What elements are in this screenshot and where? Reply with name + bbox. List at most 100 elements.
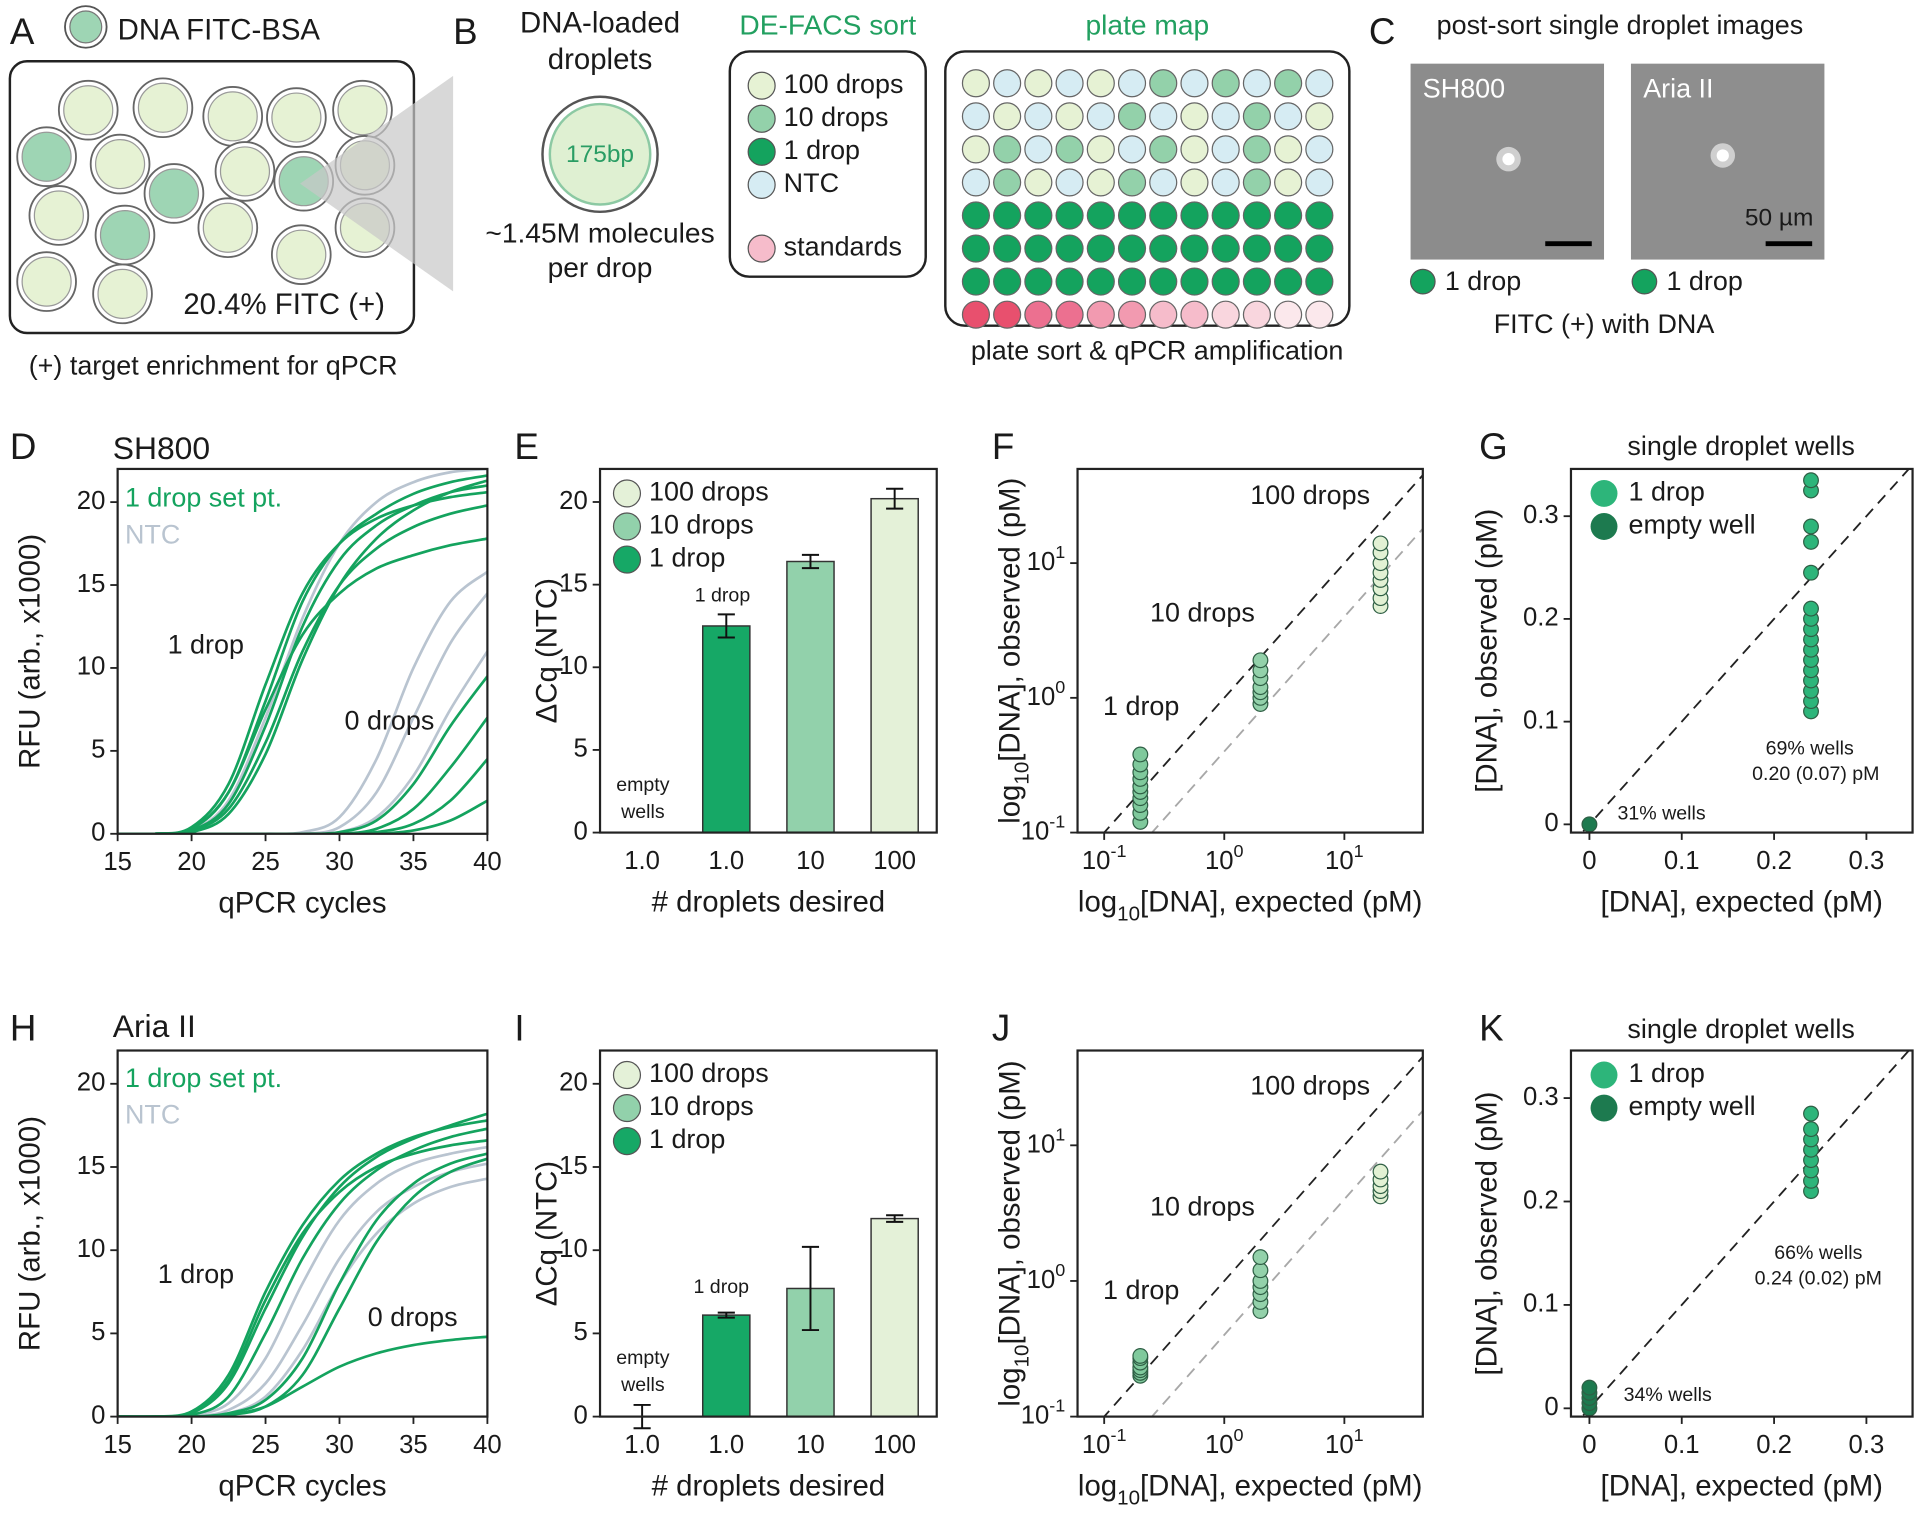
y-axis-label-part: log [993, 785, 1026, 824]
well [1242, 267, 1271, 296]
data-point [1803, 564, 1819, 581]
y-tick-label: 10-1 [1021, 1395, 1066, 1429]
x-axis-label: qPCR cycles [218, 887, 386, 920]
well [961, 234, 990, 263]
x-axis-label: [DNA], expected (pM) [1601, 1469, 1883, 1502]
plot-frame [1076, 1049, 1424, 1418]
legend-label: 10 drops [784, 102, 889, 132]
x-tick-label: 0.3 [1849, 847, 1885, 875]
y-tick-label: 0.3 [1523, 1083, 1559, 1111]
well [1149, 201, 1178, 230]
well [1024, 300, 1053, 329]
legend-marker [612, 512, 642, 541]
insert-label: 175bp [566, 141, 634, 168]
well [1055, 102, 1084, 131]
legend-marker [1590, 1061, 1618, 1089]
well [993, 135, 1022, 164]
y-axis-label-part: 10 [1010, 762, 1033, 785]
legend-marker [1409, 268, 1436, 295]
y-axis-label: RFU (arb., x1000) [14, 1116, 47, 1351]
bar [870, 1217, 919, 1417]
y-tick-label-exponent: -1 [1049, 1395, 1065, 1415]
x-tick-label-base: 10 [1205, 847, 1234, 875]
error-bar [801, 553, 820, 570]
legend-label: 1 drop [1445, 266, 1521, 296]
legend-label: 100 drops [649, 1058, 769, 1088]
qpcr-curve [117, 537, 488, 834]
well [1024, 135, 1053, 164]
x-axis-label: qPCR cycles [218, 1469, 386, 1502]
y-axis-label: log10[DNA], observed (pM) [993, 478, 1033, 824]
well [1211, 168, 1240, 197]
well [1117, 234, 1147, 263]
y-axis-label: ΔCq (NTC) [530, 578, 563, 723]
plate-map [961, 69, 1334, 329]
legend-label: 1 drop [1666, 266, 1742, 296]
y-tick-label: 0.3 [1523, 501, 1559, 529]
legend-label: 1 drop [784, 135, 860, 165]
x-tick-label: 0 [1582, 1431, 1596, 1459]
plot-area [1580, 468, 1911, 833]
x-axis-label-part: [DNA], expected (pM) [1140, 885, 1422, 918]
y-tick-label-exponent: 1 [1055, 542, 1065, 562]
y-axis-label-part: log [993, 1367, 1026, 1406]
bar [786, 560, 835, 833]
panel-letter: F [992, 426, 1014, 467]
error-bar [886, 1214, 904, 1223]
panel-c: C post-sort single droplet images SH800 … [1369, 10, 1825, 339]
well [1211, 201, 1240, 230]
y-tick-label: 0 [1544, 1393, 1558, 1421]
y-tick-label: 5 [573, 1318, 587, 1346]
well [1305, 102, 1334, 131]
x-tick-label: 101 [1325, 841, 1364, 875]
y-tick-label: 0 [1544, 809, 1558, 837]
x-tick-label: 10-1 [1082, 841, 1127, 875]
panel-letter: A [10, 11, 35, 52]
fraction-label: 20.4% FITC (+) [183, 288, 385, 321]
data-point [1132, 746, 1149, 763]
plot-area [1580, 1050, 1911, 1417]
legend-marker [747, 137, 776, 166]
well [993, 102, 1022, 131]
x-tick-label: 101 [1325, 1425, 1364, 1459]
x-tick-label: 15 [103, 1431, 132, 1459]
qpcr-curve [117, 504, 488, 834]
y-tick-label-base: 10 [1027, 548, 1056, 576]
well [1242, 300, 1271, 329]
well [961, 69, 990, 98]
x-tick-label: 10-1 [1082, 1425, 1127, 1459]
y-tick-label: 10 [559, 1235, 588, 1263]
x-axis-label: [DNA], expected (pM) [1601, 885, 1883, 918]
x-tick-label: 30 [325, 1431, 354, 1459]
well [1305, 267, 1334, 296]
chart-panel: H Aria II 0 5 10 15 20 15 20 25 30 35 40 qPCR cycles R… [10, 1008, 502, 1503]
legend-label: 1 drop set pt. [125, 483, 282, 513]
y-axis-label: ΔCq (NTC) [530, 1161, 563, 1306]
well [1180, 102, 1209, 131]
x-tick-label: 25 [251, 848, 280, 876]
panel-title: single droplet wells [1627, 1014, 1854, 1044]
well [1211, 102, 1240, 131]
error-bar [886, 487, 904, 510]
well [1211, 234, 1240, 263]
x-tick-label: 20 [177, 1431, 206, 1459]
chart-panel: D SH800 0 5 10 15 20 15 20 25 30 35 40 qPCR cycles RFU… [10, 426, 502, 920]
y-tick-label: 0.2 [1523, 604, 1559, 632]
y-axis-label-part: [DNA], observed (pM) [993, 478, 1026, 762]
y-tick-label: 10-1 [1021, 811, 1066, 845]
y-tick-label: 5 [573, 735, 587, 763]
droplet-core [137, 82, 189, 133]
plot-area [701, 497, 919, 833]
legend-label: 1 drop [1629, 1058, 1705, 1088]
annotation: wells [620, 1374, 665, 1396]
legend-label: 10 drops [649, 510, 754, 540]
x-tick-label-exponent: 1 [1354, 841, 1364, 861]
y-tick-label-base: 10 [1027, 1266, 1056, 1294]
x-tick-label-exponent: -1 [1110, 841, 1126, 861]
annotation: 66% wells [1774, 1242, 1862, 1264]
x-tick-label: 100 [1205, 1425, 1244, 1459]
annotation: 100 drops [1250, 480, 1370, 510]
y-tick-label: 5 [91, 736, 105, 764]
y-tick-label-exponent: 0 [1055, 677, 1065, 697]
